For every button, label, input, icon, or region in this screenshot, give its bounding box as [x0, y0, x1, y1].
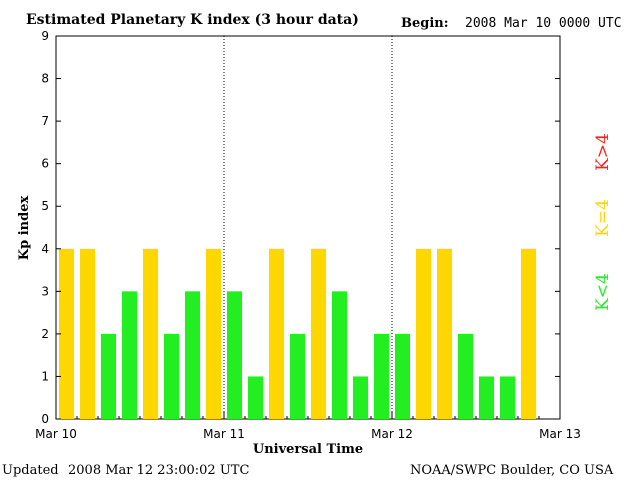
y-tick-label: 8 [41, 72, 49, 86]
x-tick-label: Mar 12 [371, 427, 413, 441]
legend-k-less-than-4: K<4 [593, 273, 613, 311]
y-tick-label: 3 [41, 284, 49, 298]
y-tick-label: 1 [41, 369, 49, 383]
y-tick-label: 6 [41, 157, 49, 171]
kp-bar [121, 291, 138, 419]
legend-k-greater-than-4: K>4 [593, 133, 613, 171]
y-tick-label: 5 [41, 199, 49, 213]
plot-frame [55, 35, 561, 420]
kp-bar [331, 291, 348, 419]
source-credit: NOAA/SWPC Boulder, CO USA [410, 463, 614, 478]
kp-bar [205, 248, 222, 419]
begin-label: Begin: [401, 16, 449, 31]
y-axis-ticks: 0 1 2 3 4 5 6 7 8 9 [41, 29, 560, 426]
kp-bar [163, 333, 180, 419]
x-tick-label: Mar 11 [203, 427, 245, 441]
begin-date: 2008 Mar 10 0000 UTC [465, 16, 622, 31]
kp-bar [520, 248, 537, 419]
legend-k-equals-4: K=4 [593, 199, 613, 237]
kp-bar [58, 248, 75, 419]
day-separators [223, 36, 393, 419]
kp-bar [499, 376, 516, 419]
x-tick-label: Mar 10 [35, 427, 77, 441]
kp-bar [100, 333, 117, 419]
kp-bar [478, 376, 495, 419]
updated-timestamp: 2008 Mar 12 23:00:02 UTC [68, 463, 249, 478]
kp-bar [415, 248, 432, 419]
kp-bar [268, 248, 285, 419]
kp-bar [436, 248, 453, 419]
y-axis-label: Kp index [17, 196, 32, 261]
kp-bar [289, 333, 306, 419]
y-tick-label: 2 [41, 327, 49, 341]
bars [58, 248, 537, 419]
y-tick-label: 9 [41, 29, 49, 43]
kp-bar [310, 248, 327, 419]
kp-bar [142, 248, 159, 419]
kp-bar [184, 291, 201, 419]
kp-bar [394, 333, 411, 419]
plot-area: 0 1 2 3 4 5 6 7 8 9 Mar 10 Mar 11 Mar 12 Mar 13 [35, 29, 581, 441]
x-tick-label: Mar 13 [539, 427, 581, 441]
y-tick-label: 0 [41, 412, 49, 426]
chart-title: Estimated Planetary K index (3 hour data… [26, 12, 359, 28]
updated-label: Updated [2, 463, 59, 478]
y-tick-label: 4 [41, 242, 49, 256]
y-tick-label: 7 [41, 114, 49, 128]
kp-bar [352, 376, 369, 419]
kp-bar [373, 333, 390, 419]
x-axis-label: Universal Time [253, 442, 363, 457]
kp-bar [226, 291, 243, 419]
kp-bar [457, 333, 474, 419]
kp-bar [79, 248, 96, 419]
kp-bar [247, 376, 264, 419]
x-axis-ticks: Mar 10 Mar 11 Mar 12 Mar 13 [35, 412, 581, 441]
